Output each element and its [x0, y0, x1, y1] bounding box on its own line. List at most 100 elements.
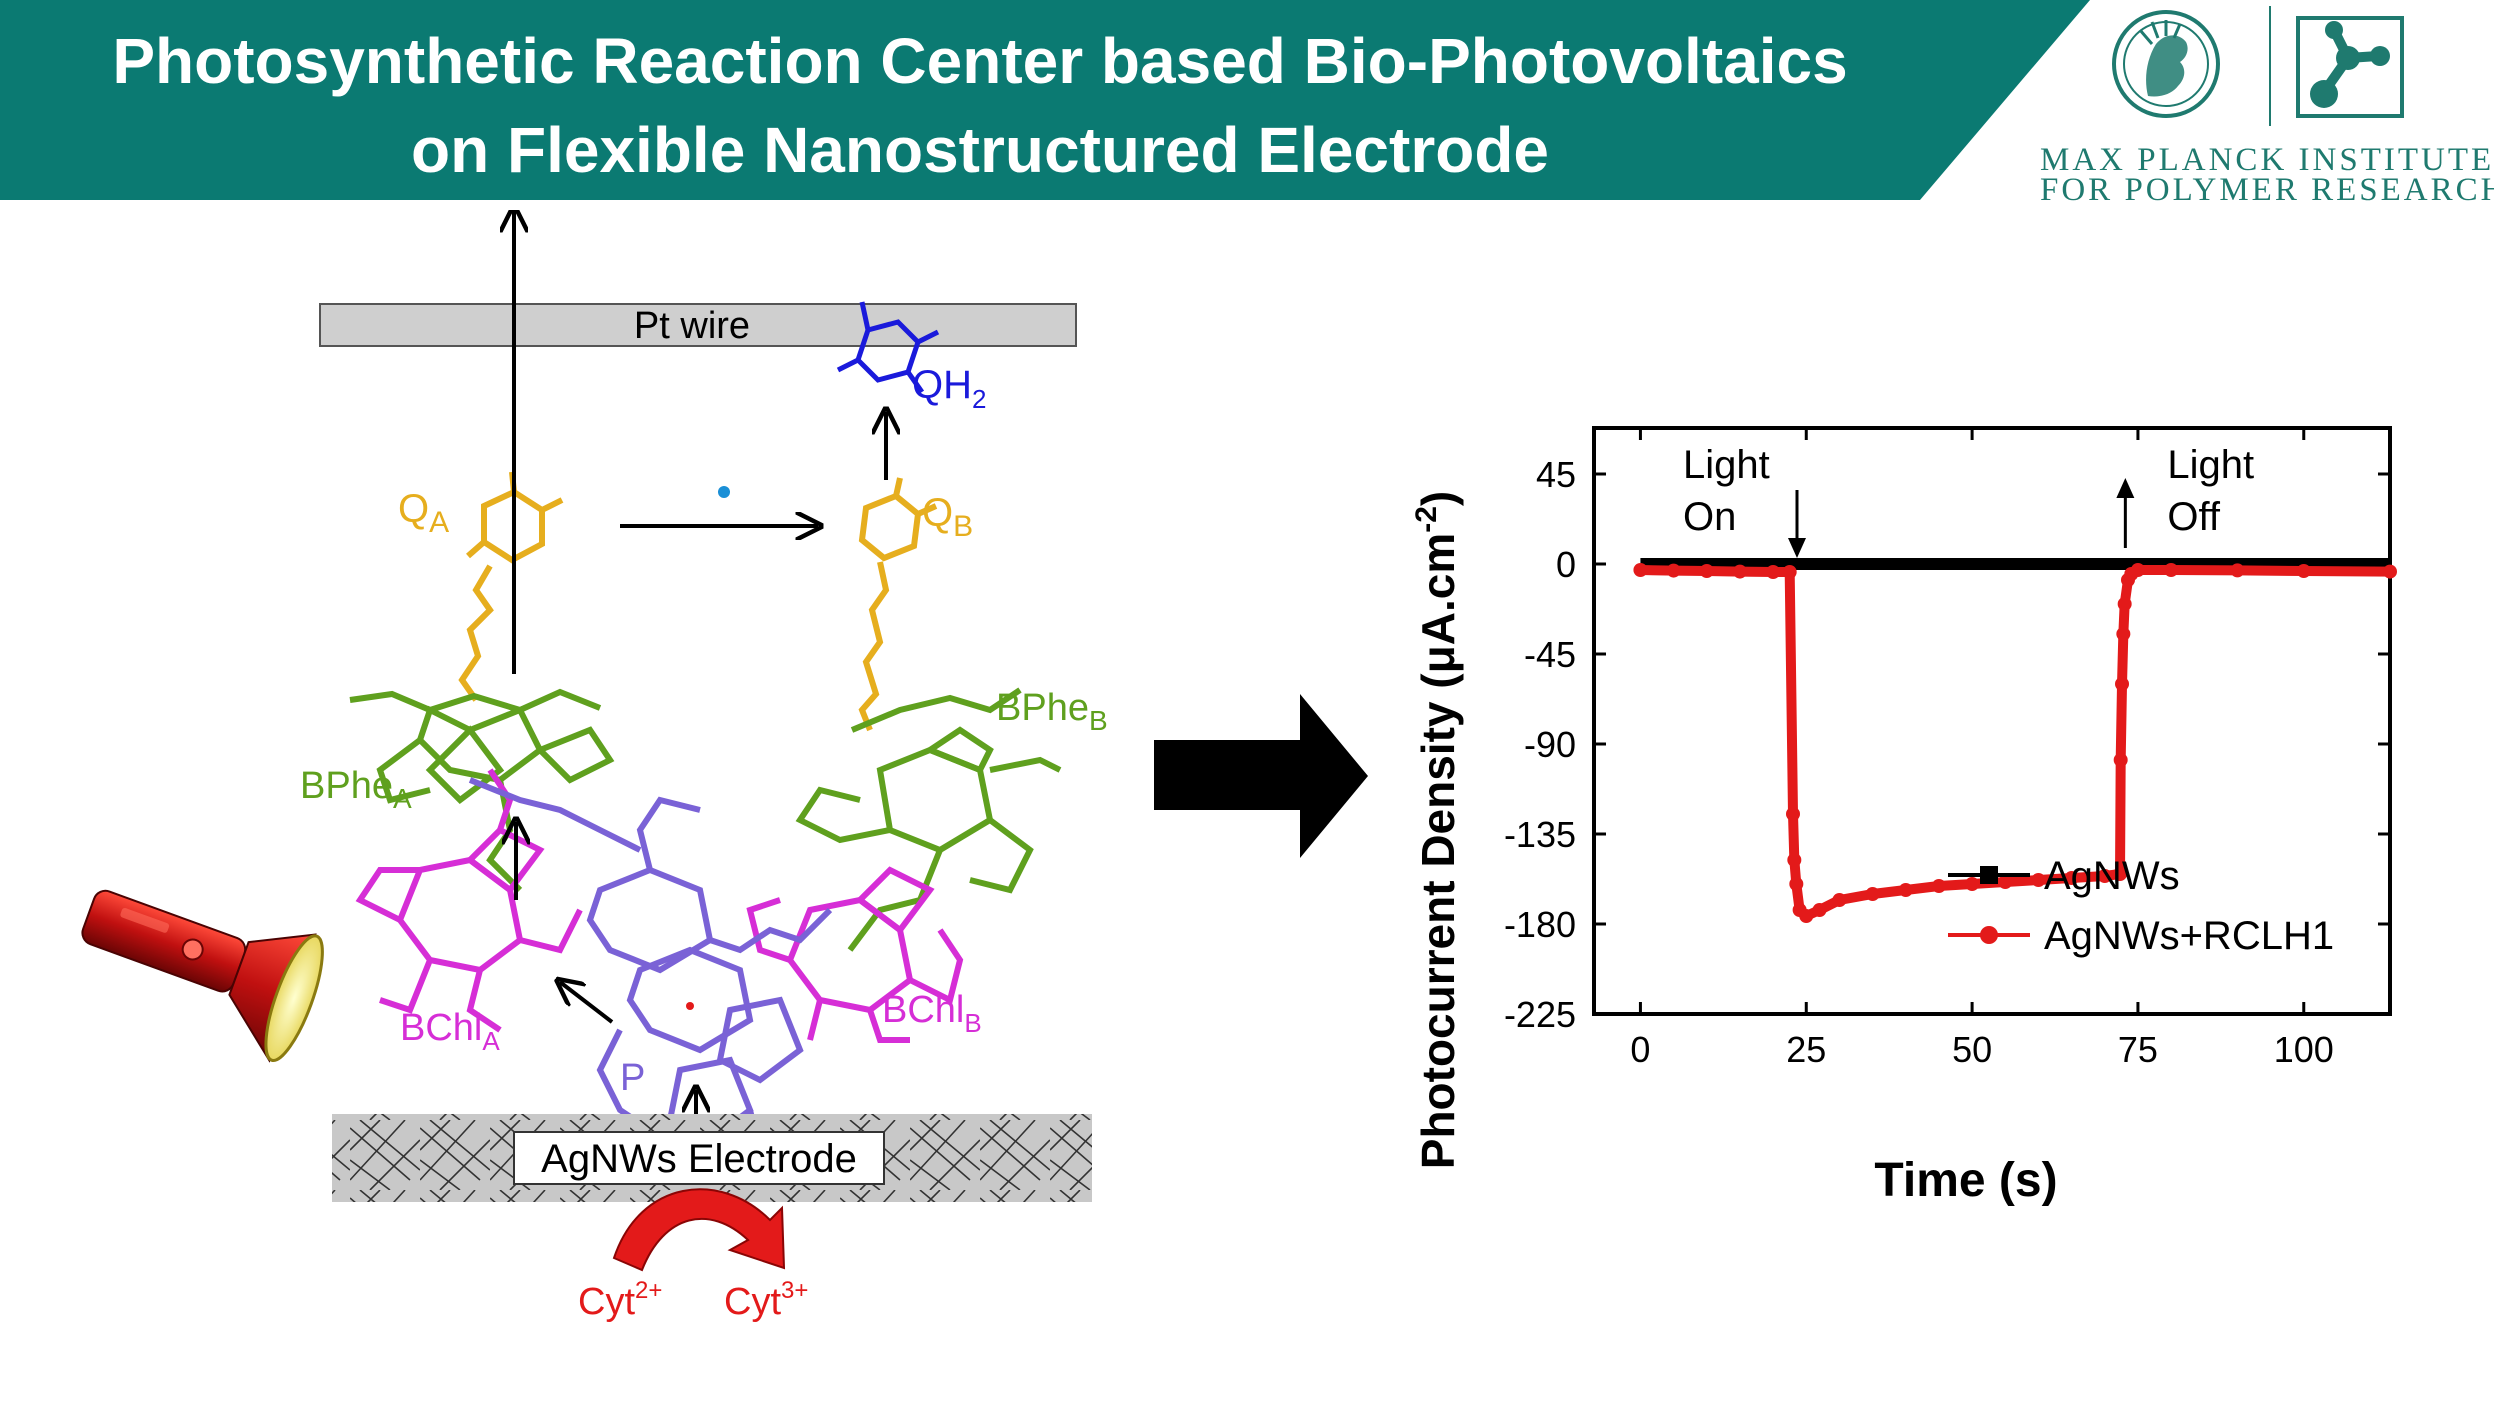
annotation-line2: On	[1683, 495, 1736, 539]
y-tick-label: 0	[1556, 544, 1576, 585]
data-point	[2230, 563, 2245, 578]
cyt-right-label: Cyt3+	[724, 1277, 808, 1323]
data-point	[2383, 564, 2397, 579]
data-point	[1732, 564, 1747, 579]
logo-text-line-2: FOR POLYMER RESEARCH	[2040, 172, 2494, 208]
legend-label: AgNWs+RCLH1	[2044, 914, 2334, 958]
data-point	[1965, 877, 1980, 891]
data-point	[2031, 873, 2046, 887]
annotation-arrow-head	[1788, 538, 1806, 558]
chart-series	[1633, 558, 2397, 923]
electron-dot	[718, 486, 730, 498]
bphe-a-label: BPheA	[300, 765, 412, 814]
flashlight-icon	[81, 889, 324, 1063]
bphe-b-label: BPheB	[996, 687, 1108, 736]
x-axis-label: Time (s)	[1874, 1154, 2057, 1207]
legend-marker	[1980, 926, 1998, 944]
qh2-molecule	[836, 301, 940, 394]
p-center-dot	[686, 1002, 694, 1010]
data-point	[2097, 869, 2112, 883]
annotation-line2: Off	[2167, 495, 2221, 539]
p-label: P	[620, 1057, 645, 1099]
bchl-a-molecule	[355, 768, 583, 1033]
qb-label: QB	[922, 491, 973, 543]
minerva-seal-icon	[2112, 10, 2220, 118]
agnws-electrode: AgNWs Electrode	[332, 1114, 1092, 1202]
data-point	[1799, 909, 1814, 923]
page-title-line-2: on Flexible Nanostructured Electrode	[411, 114, 1549, 186]
bphe-b-molecule	[795, 687, 1062, 952]
data-point	[1998, 875, 2013, 889]
data-point	[1633, 563, 1648, 577]
x-tick-label: 100	[2274, 1029, 2334, 1070]
data-point	[1787, 853, 1802, 867]
axis-ticks: 0 25 50 75 100 45 0 -45 -90 -135 -180 -225	[1504, 428, 2390, 1070]
data-point	[2164, 563, 2179, 577]
x-tick-label: 75	[2118, 1029, 2158, 1070]
page-title-line-1: Photosynthetic Reaction Center based Bio…	[112, 25, 1848, 97]
bchl-b-molecule	[746, 866, 964, 1043]
y-tick-label: -135	[1504, 814, 1576, 855]
data-point	[2116, 627, 2131, 641]
y-tick-label: -225	[1504, 994, 1576, 1035]
bphe-a-molecule	[349, 688, 615, 893]
legend-marker	[1980, 866, 1998, 884]
cyt-oxidation-arrow	[612, 1188, 786, 1272]
plot-area	[1592, 426, 2392, 1016]
banner-shape	[0, 0, 2090, 200]
series-line-agnws-rclh1	[1640, 565, 2391, 921]
arrow-p-to-bchla	[560, 982, 614, 1024]
data-point	[2130, 563, 2145, 577]
x-tick-label: 50	[1952, 1029, 1992, 1070]
logo-text-line-1: MAX PLANCK INSTITUTE	[2040, 142, 2494, 178]
plot-frame	[1592, 426, 2392, 1016]
legend-label: AgNWs	[2044, 854, 2180, 898]
annotation-line1: Light	[1683, 443, 1770, 487]
data-point	[2115, 677, 2130, 691]
y-tick-label: -45	[1524, 634, 1576, 675]
data-point	[1766, 565, 1781, 579]
data-point	[1898, 883, 1913, 897]
qb-molecule	[858, 477, 938, 732]
y-tick-label: -90	[1524, 724, 1576, 765]
annotation-line1: Light	[2167, 443, 2254, 487]
cyt-left-label: Cyt2+	[578, 1277, 662, 1323]
data-point	[2296, 564, 2311, 578]
data-point	[1699, 564, 1714, 578]
data-point	[2064, 871, 2079, 885]
data-point	[1666, 563, 1681, 578]
data-point	[1931, 879, 1946, 893]
reaction-center-diagram: Pt wire QH2 QA QB BPheA	[81, 210, 1368, 1323]
bchl-b-label: BChlB	[882, 989, 982, 1038]
title-banner: Photosynthetic Reaction Center based Bio…	[0, 0, 2494, 210]
y-axis-label: Photocurrent Density (μA.cm-2)	[1410, 491, 1464, 1169]
p-special-pair	[468, 777, 833, 1182]
logo-graphics	[2112, 6, 2404, 126]
x-tick-label: 0	[1630, 1029, 1650, 1070]
data-point	[1832, 893, 1847, 907]
data-point	[2117, 597, 2132, 611]
pt-wire: Pt wire	[319, 303, 1077, 347]
right-arrow-icon	[1154, 694, 1368, 858]
data-point	[1782, 565, 1797, 579]
qa-label: QA	[398, 487, 449, 539]
qh2-label: QH2	[912, 363, 986, 414]
bchl-a-label: BChlA	[400, 1007, 500, 1056]
data-point	[1789, 877, 1804, 891]
data-point	[1786, 807, 1800, 821]
data-point	[1865, 887, 1880, 901]
pt-wire-label: Pt wire	[634, 305, 750, 347]
chart-annotations: Light On Light Off	[1683, 443, 2254, 558]
chart-legend: AgNWs AgNWs+RCLH1	[1948, 854, 2334, 958]
mpi-logo: MAX PLANCK INSTITUTE FOR POLYMER RESEARC…	[2040, 0, 2494, 210]
data-point	[2113, 753, 2128, 767]
molecule-logo-icon	[2296, 16, 2404, 118]
electrode-label: AgNWs Electrode	[541, 1137, 857, 1181]
x-tick-label: 25	[1786, 1029, 1826, 1070]
data-point	[1812, 903, 1827, 917]
y-tick-label: -180	[1504, 904, 1576, 945]
y-tick-label: 45	[1536, 454, 1576, 495]
annotation-arrow-head	[2116, 478, 2135, 498]
data-point	[2113, 867, 2128, 881]
